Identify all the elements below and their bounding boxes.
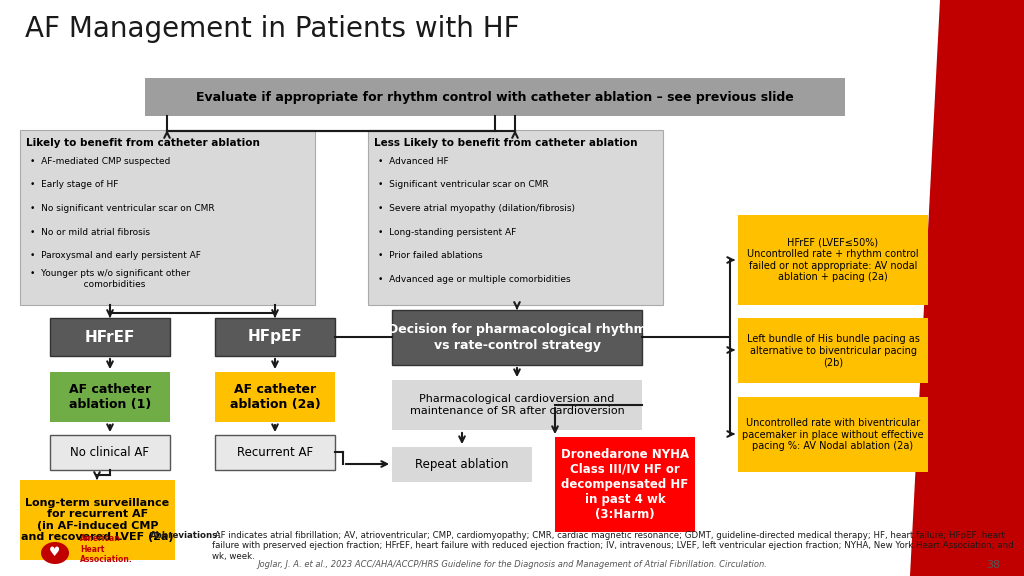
Bar	[215, 372, 335, 422]
Text: Decision for pharmacological rhythm
vs rate-control strategy: Decision for pharmacological rhythm vs r…	[388, 324, 646, 351]
Bar	[555, 437, 695, 532]
Polygon shape	[910, 0, 1024, 576]
Bar	[20, 480, 175, 560]
Bar	[215, 318, 335, 356]
Text: Less Likely to benefit from catheter ablation: Less Likely to benefit from catheter abl…	[374, 138, 638, 148]
Text: AF catheter
ablation (1): AF catheter ablation (1)	[69, 383, 152, 411]
Text: AF indicates atrial fibrillation; AV, atrioventricular; CMP, cardiomyopathy; CMR: AF indicates atrial fibrillation; AV, at…	[212, 531, 1014, 561]
Bar	[50, 435, 170, 470]
Text: Pharmacological cardioversion and
maintenance of SR after cardioversion: Pharmacological cardioversion and mainte…	[410, 394, 625, 416]
Text: No clinical AF: No clinical AF	[71, 446, 150, 459]
Text: •  No significant ventricular scar on CMR: • No significant ventricular scar on CMR	[30, 204, 215, 213]
Bar	[738, 215, 928, 305]
Text: ♥: ♥	[49, 547, 60, 559]
Text: American
Heart
Association.: American Heart Association.	[80, 534, 133, 564]
Text: HFrEF (LVEF≤50%)
Uncontrolled rate + rhythm control
failed or not appropriate: A: HFrEF (LVEF≤50%) Uncontrolled rate + rhy…	[748, 238, 919, 282]
Text: AF Management in Patients with HF: AF Management in Patients with HF	[25, 15, 519, 43]
Text: •  Paroxysmal and early persistent AF: • Paroxysmal and early persistent AF	[30, 251, 201, 260]
Text: Joglar, J. A. et al., 2023 ACC/AHA/ACCP/HRS Guideline for the Diagnosis and Mana: Joglar, J. A. et al., 2023 ACC/AHA/ACCP/…	[257, 560, 767, 569]
Text: Left bundle of His bundle pacing as
alternative to biventricular pacing
(2b): Left bundle of His bundle pacing as alte…	[746, 334, 920, 367]
Bar	[738, 318, 928, 383]
Text: •  AF-mediated CMP suspected: • AF-mediated CMP suspected	[30, 157, 170, 166]
Text: •  Early stage of HF: • Early stage of HF	[30, 180, 119, 190]
Bar	[50, 318, 170, 356]
Text: •  Significant ventricular scar on CMR: • Significant ventricular scar on CMR	[378, 180, 549, 190]
Text: Repeat ablation: Repeat ablation	[416, 458, 509, 471]
Bar	[20, 130, 315, 305]
Text: Evaluate if appropriate for rhythm control with catheter ablation – see previous: Evaluate if appropriate for rhythm contr…	[197, 90, 794, 104]
Ellipse shape	[41, 542, 69, 564]
Bar	[738, 397, 928, 472]
Text: •  Advanced age or multiple comorbidities: • Advanced age or multiple comorbidities	[378, 275, 570, 283]
Text: •  Advanced HF: • Advanced HF	[378, 157, 449, 166]
Bar	[215, 435, 335, 470]
Text: Likely to benefit from catheter ablation: Likely to benefit from catheter ablation	[26, 138, 260, 148]
Text: Long-term surveillance
for recurrent AF
(in AF-induced CMP
and recovered LVEF (2: Long-term surveillance for recurrent AF …	[22, 498, 174, 543]
Bar	[392, 310, 642, 365]
Bar	[145, 78, 845, 116]
Text: Abbreviations:: Abbreviations:	[150, 531, 222, 540]
Bar	[392, 380, 642, 430]
Text: Recurrent AF: Recurrent AF	[237, 446, 313, 459]
Text: •  Prior failed ablations: • Prior failed ablations	[378, 251, 482, 260]
Bar	[50, 372, 170, 422]
Text: HFpEF: HFpEF	[248, 329, 302, 344]
Text: Dronedarone NYHA
Class III/IV HF or
decompensated HF
in past 4 wk
(3:Harm): Dronedarone NYHA Class III/IV HF or deco…	[561, 448, 689, 521]
Text: AF catheter
ablation (2a): AF catheter ablation (2a)	[229, 383, 321, 411]
Text: Uncontrolled rate with biventricular
pacemaker in place without effective
pacing: Uncontrolled rate with biventricular pac…	[742, 418, 924, 451]
Text: •  No or mild atrial fibrosis: • No or mild atrial fibrosis	[30, 228, 150, 237]
Bar	[392, 447, 532, 482]
Text: •  Younger pts w/o significant other
   comorbidities: • Younger pts w/o significant other como…	[30, 270, 190, 289]
Text: 38: 38	[986, 560, 1000, 570]
Text: HFrEF: HFrEF	[85, 329, 135, 344]
Text: •  Severe atrial myopathy (dilation/fibrosis): • Severe atrial myopathy (dilation/fibro…	[378, 204, 575, 213]
Text: •  Long-standing persistent AF: • Long-standing persistent AF	[378, 228, 516, 237]
Bar	[368, 130, 663, 305]
